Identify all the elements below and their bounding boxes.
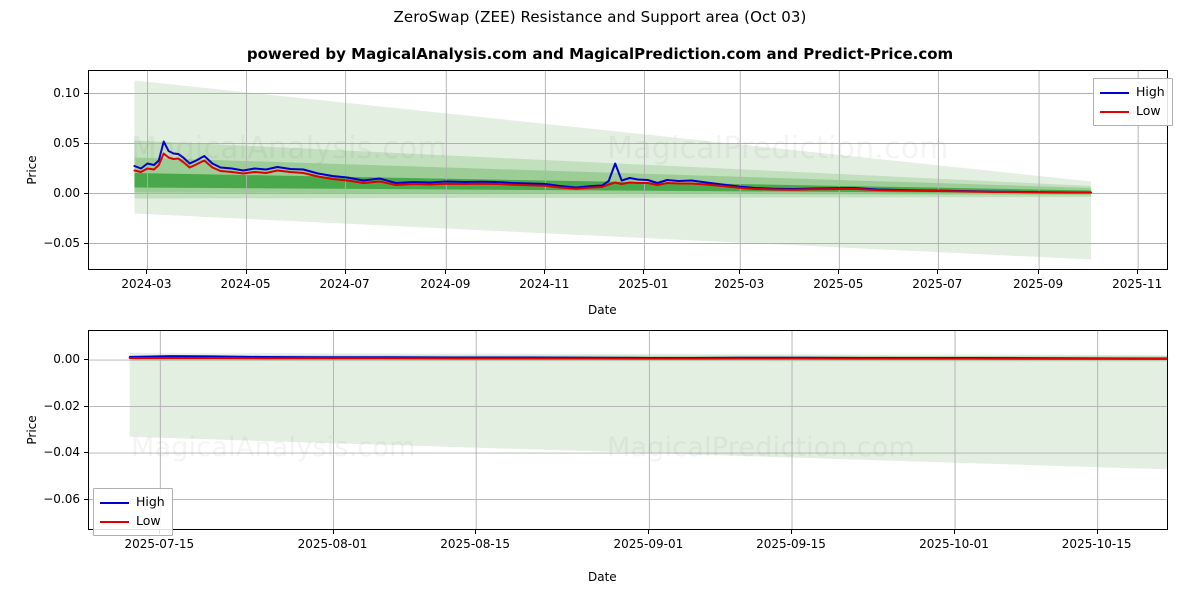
x-tick-label: 2025-08-01: [297, 537, 368, 551]
legend-entry-high: High: [1100, 83, 1165, 102]
legend-swatch-high: [1100, 91, 1129, 94]
x-tick-mark: [445, 270, 447, 274]
legend-swatch-low: [1100, 110, 1129, 113]
series-low: [133, 152, 1093, 194]
y-tick-label: −0.05: [43, 235, 80, 250]
x-tick-label: 2025-10-15: [1061, 537, 1132, 551]
y-tick-mark: [84, 92, 88, 94]
y-tick-mark: [84, 405, 88, 407]
lower-chart-plot: [89, 331, 1167, 529]
legend-entry-low: Low: [1100, 102, 1165, 121]
y-tick-mark: [84, 498, 88, 500]
series-low: [128, 356, 1167, 360]
x-tick-mark: [937, 270, 939, 274]
x-tick-label: 2025-07-15: [124, 537, 195, 551]
legend-entry-high: High: [100, 493, 165, 512]
upper-chart-axes: [88, 70, 1168, 270]
x-tick-mark: [344, 270, 346, 274]
legend-swatch-low: [100, 520, 129, 523]
lower-chart-axes: [88, 330, 1168, 530]
x-tick-mark: [475, 530, 477, 534]
upper-x-axis-label: Date: [588, 303, 617, 317]
x-tick-label: 2025-09: [1012, 277, 1064, 291]
x-tick-label: 2025-03: [714, 277, 765, 291]
y-tick-mark: [84, 452, 88, 454]
y-tick-label: −0.02: [43, 398, 80, 413]
x-tick-label: 2025-10-01: [919, 537, 989, 551]
page-title: ZeroSwap (ZEE) Resistance and Support ar…: [393, 8, 807, 26]
legend-swatch-high: [100, 501, 129, 504]
x-tick-mark: [332, 530, 334, 534]
legend-label-low: Low: [136, 513, 161, 529]
x-tick-label: 2025-01: [618, 277, 669, 291]
x-tick-label: 2025-05: [813, 277, 864, 291]
x-tick-label: 2024-11: [519, 277, 570, 291]
y-tick-label: 0.00: [53, 352, 80, 367]
y-tick-mark: [84, 142, 88, 144]
legend-label-high: High: [1136, 84, 1165, 100]
x-tick-mark: [954, 530, 956, 534]
x-tick-mark: [245, 270, 247, 274]
y-tick-mark: [84, 192, 88, 194]
y-tick-label: 0.00: [53, 185, 80, 200]
x-tick-mark: [146, 270, 148, 274]
y-tick-mark: [84, 359, 88, 361]
band-outer: [129, 353, 1167, 470]
x-tick-label: 2025-09-01: [613, 537, 684, 551]
x-tick-mark: [648, 530, 650, 534]
legend-label-low: Low: [1136, 103, 1161, 119]
upper-chart-plot: [89, 71, 1167, 269]
x-tick-mark: [838, 270, 840, 274]
y-tick-mark: [84, 242, 88, 244]
x-tick-mark: [1038, 270, 1040, 274]
y-tick-label: 0.05: [53, 135, 80, 150]
x-tick-label: 2024-07: [319, 277, 370, 291]
x-tick-mark: [643, 270, 645, 274]
legend-entry-low: Low: [100, 512, 165, 531]
legend-label-high: High: [136, 494, 165, 510]
x-tick-mark: [544, 270, 546, 274]
y-tick-label: −0.06: [43, 491, 80, 506]
x-tick-label: 2024-09: [420, 277, 471, 291]
lower-x-axis-label: Date: [588, 570, 617, 584]
lower-chart-legend[interactable]: High Low: [93, 488, 173, 536]
x-tick-label: 2025-08-15: [440, 537, 511, 551]
x-tick-label: 2025-11: [1112, 277, 1163, 291]
x-tick-mark: [791, 530, 793, 534]
x-tick-mark: [1137, 270, 1139, 274]
x-tick-label: 2025-09-15: [756, 537, 826, 551]
y-tick-label: 0.10: [53, 85, 80, 100]
x-tick-label: 2024-03: [121, 277, 172, 291]
x-tick-label: 2024-05: [220, 277, 271, 291]
x-tick-mark: [1096, 530, 1098, 534]
upper-chart-legend[interactable]: High Low: [1093, 78, 1173, 126]
x-tick-label: 2025-07: [912, 277, 963, 291]
y-tick-label: −0.04: [43, 445, 80, 460]
page-subtitle: powered by MagicalAnalysis.com and Magic…: [246, 45, 954, 63]
x-tick-mark: [739, 270, 741, 274]
